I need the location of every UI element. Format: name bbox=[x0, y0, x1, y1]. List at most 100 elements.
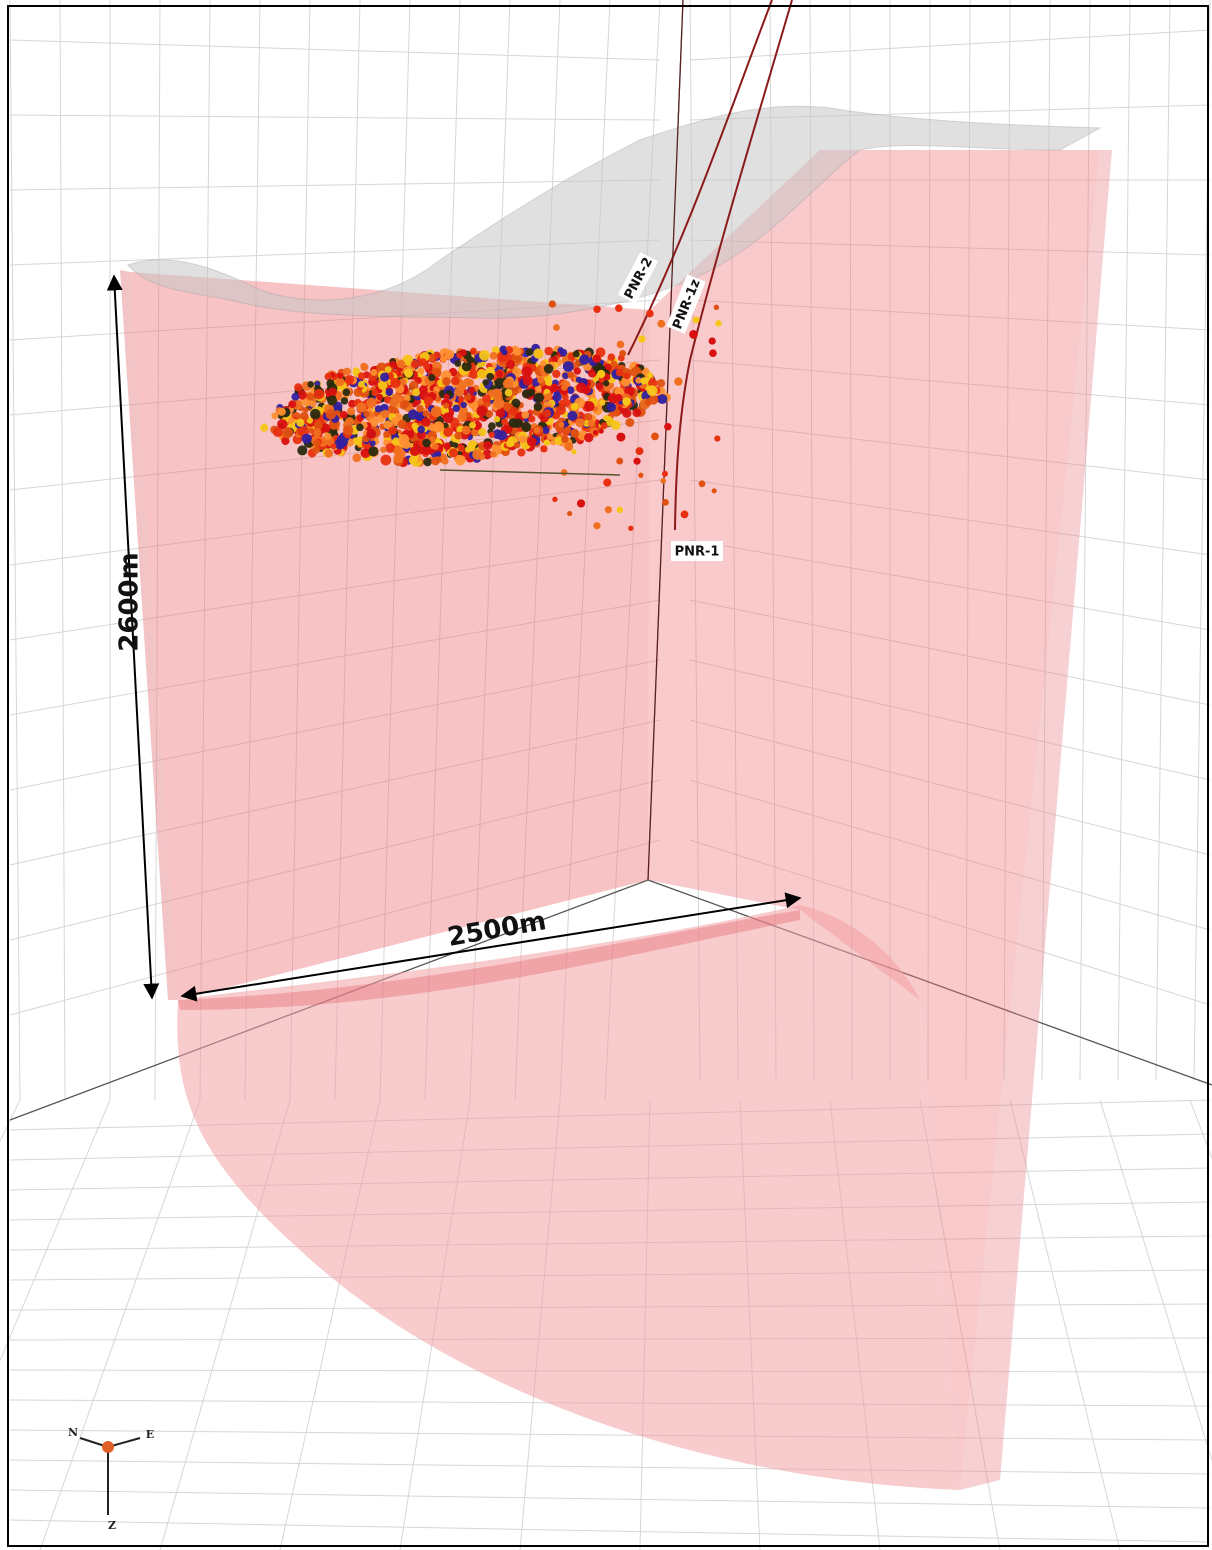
event bbox=[423, 410, 430, 417]
event bbox=[681, 510, 689, 518]
event bbox=[638, 473, 643, 478]
event bbox=[340, 411, 348, 419]
event bbox=[307, 381, 314, 388]
event bbox=[622, 409, 631, 418]
event bbox=[366, 429, 376, 439]
event bbox=[712, 488, 717, 493]
event bbox=[466, 356, 474, 364]
event bbox=[358, 372, 366, 380]
compass-label: N bbox=[68, 1426, 78, 1439]
event bbox=[423, 458, 432, 467]
event bbox=[593, 522, 600, 529]
event bbox=[560, 349, 568, 357]
event bbox=[553, 324, 560, 331]
event bbox=[455, 360, 462, 367]
event bbox=[563, 361, 574, 372]
event bbox=[638, 335, 645, 342]
event bbox=[533, 427, 540, 434]
event bbox=[545, 393, 552, 400]
event bbox=[603, 479, 611, 487]
event bbox=[313, 439, 320, 446]
event bbox=[479, 350, 490, 361]
event bbox=[302, 434, 312, 444]
event bbox=[571, 429, 580, 438]
event bbox=[501, 349, 507, 355]
event bbox=[402, 400, 410, 408]
event bbox=[482, 379, 488, 385]
event bbox=[617, 507, 623, 513]
event bbox=[343, 425, 353, 435]
event bbox=[514, 419, 523, 428]
event bbox=[352, 453, 361, 462]
event bbox=[709, 349, 717, 357]
event bbox=[345, 375, 354, 384]
event bbox=[337, 373, 343, 379]
event bbox=[592, 354, 601, 363]
event bbox=[467, 379, 474, 386]
event bbox=[419, 358, 427, 366]
event bbox=[714, 305, 719, 310]
event bbox=[611, 420, 616, 425]
event bbox=[273, 427, 283, 437]
event bbox=[327, 396, 337, 406]
event bbox=[337, 435, 346, 444]
event bbox=[552, 370, 560, 378]
event bbox=[459, 349, 466, 356]
event bbox=[260, 424, 268, 432]
event bbox=[605, 506, 612, 513]
event bbox=[296, 419, 304, 427]
event bbox=[397, 360, 406, 369]
event bbox=[368, 446, 378, 456]
event bbox=[490, 352, 498, 360]
event bbox=[622, 397, 631, 406]
event bbox=[543, 409, 551, 417]
event bbox=[497, 430, 507, 440]
event bbox=[449, 448, 458, 457]
event bbox=[376, 394, 383, 401]
event bbox=[465, 446, 471, 452]
event bbox=[385, 388, 393, 396]
event bbox=[715, 320, 721, 326]
well-label-box: PNR-1 bbox=[671, 541, 723, 561]
event bbox=[288, 400, 296, 408]
event bbox=[603, 415, 609, 421]
event bbox=[398, 434, 409, 445]
event bbox=[645, 398, 652, 405]
event bbox=[385, 366, 392, 373]
event bbox=[617, 341, 625, 349]
event bbox=[640, 377, 647, 384]
event bbox=[454, 432, 462, 440]
event bbox=[303, 407, 309, 413]
event bbox=[575, 418, 584, 427]
event bbox=[559, 400, 567, 408]
height-label: 2600m bbox=[115, 552, 145, 651]
event bbox=[380, 447, 386, 453]
event bbox=[522, 389, 531, 398]
event bbox=[527, 437, 537, 447]
event bbox=[294, 383, 302, 391]
event bbox=[478, 428, 486, 436]
event bbox=[593, 306, 600, 313]
event bbox=[431, 406, 442, 417]
event bbox=[390, 361, 396, 367]
event bbox=[513, 347, 521, 355]
event bbox=[699, 480, 706, 487]
event bbox=[380, 373, 389, 382]
event bbox=[390, 378, 400, 388]
event bbox=[462, 426, 471, 435]
event bbox=[633, 458, 640, 465]
event bbox=[458, 444, 465, 451]
event bbox=[356, 424, 364, 432]
event bbox=[503, 379, 513, 389]
event bbox=[607, 403, 616, 412]
event bbox=[416, 405, 423, 412]
event bbox=[610, 360, 617, 367]
event bbox=[571, 403, 579, 411]
event bbox=[625, 418, 634, 427]
event bbox=[599, 429, 604, 434]
event bbox=[366, 398, 376, 408]
event bbox=[506, 440, 514, 448]
event bbox=[571, 449, 576, 454]
event bbox=[404, 368, 413, 377]
event bbox=[310, 401, 316, 407]
